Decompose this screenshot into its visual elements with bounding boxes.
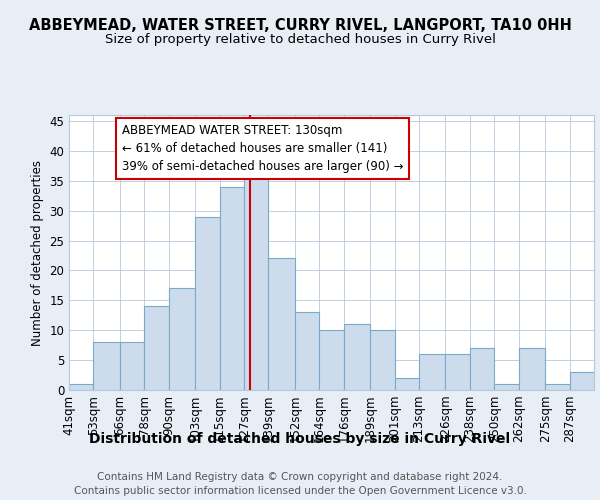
Bar: [169, 288, 195, 390]
Text: Size of property relative to detached houses in Curry Rivel: Size of property relative to detached ho…: [104, 32, 496, 46]
Bar: [519, 348, 545, 390]
Text: Distribution of detached houses by size in Curry Rivel: Distribution of detached houses by size …: [89, 432, 511, 446]
Bar: [220, 186, 244, 390]
Bar: [370, 330, 395, 390]
Bar: [268, 258, 295, 390]
Text: ABBEYMEAD, WATER STREET, CURRY RIVEL, LANGPORT, TA10 0HH: ABBEYMEAD, WATER STREET, CURRY RIVEL, LA…: [29, 18, 571, 32]
Bar: [419, 354, 445, 390]
Bar: [545, 384, 569, 390]
Bar: [69, 384, 94, 390]
Bar: [445, 354, 470, 390]
Bar: [244, 169, 268, 390]
Bar: [319, 330, 344, 390]
Y-axis label: Number of detached properties: Number of detached properties: [31, 160, 44, 346]
Bar: [569, 372, 594, 390]
Bar: [120, 342, 144, 390]
Bar: [195, 216, 220, 390]
Bar: [470, 348, 494, 390]
Bar: [94, 342, 120, 390]
Text: Contains HM Land Registry data © Crown copyright and database right 2024.: Contains HM Land Registry data © Crown c…: [97, 472, 503, 482]
Bar: [395, 378, 419, 390]
Bar: [295, 312, 319, 390]
Text: Contains public sector information licensed under the Open Government Licence v3: Contains public sector information licen…: [74, 486, 526, 496]
Text: ABBEYMEAD WATER STREET: 130sqm
← 61% of detached houses are smaller (141)
39% of: ABBEYMEAD WATER STREET: 130sqm ← 61% of …: [122, 124, 403, 173]
Bar: [494, 384, 519, 390]
Bar: [344, 324, 370, 390]
Bar: [144, 306, 169, 390]
